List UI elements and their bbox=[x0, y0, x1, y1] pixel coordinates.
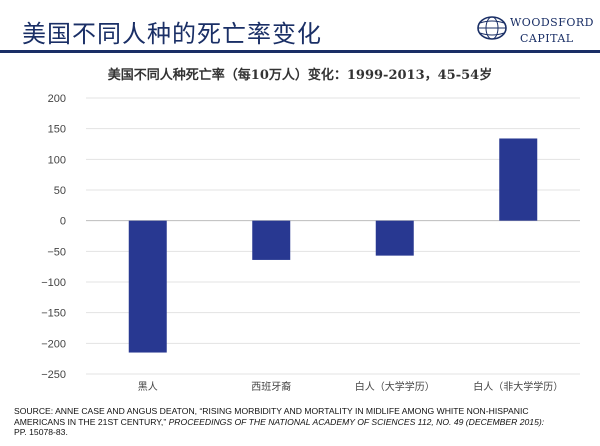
bar bbox=[375, 220, 414, 256]
chart-title: 美国不同人种死亡率（每10万人）变化：1999-2013，45-54岁 bbox=[108, 67, 492, 83]
y-tick-label: −150 bbox=[41, 308, 66, 320]
y-tick-label: 50 bbox=[54, 185, 66, 197]
source-line-1: SOURCE: ANNE CASE AND ANGUS DEATON, “RIS… bbox=[14, 406, 529, 416]
woodsford-logo: WOODSFORD CAPITAL bbox=[476, 12, 594, 48]
logo-subtitle: CAPITAL bbox=[520, 32, 574, 45]
source-line-2a: AMERICANS IN THE 21ST CENTURY,” bbox=[14, 416, 167, 427]
bar bbox=[128, 220, 167, 353]
mortality-bar-chart: 美国不同人种死亡率（每10万人）变化：1999-2013，45-54岁 200 1… bbox=[41, 67, 580, 393]
y-tick-label: −200 bbox=[41, 338, 66, 350]
x-category-label: 白人（大学学历） bbox=[355, 380, 435, 393]
slide-title: 美国不同人种的死亡率变化 bbox=[22, 20, 322, 48]
source-line-2b: PROCEEDINGS OF THE NATIONAL ACADEMY OF S… bbox=[166, 416, 545, 427]
y-tick-label: 200 bbox=[48, 93, 66, 105]
y-tick-label: 150 bbox=[48, 124, 66, 136]
y-tick-label: 100 bbox=[48, 154, 66, 166]
source-note: SOURCE: ANNE CASE AND ANGUS DEATON, “RIS… bbox=[14, 406, 594, 438]
title-divider bbox=[0, 50, 600, 53]
y-tick-label: 0 bbox=[60, 216, 66, 228]
x-category-label: 西班牙裔 bbox=[251, 380, 291, 393]
logo-name: WOODSFORD bbox=[510, 16, 594, 29]
bar bbox=[499, 138, 538, 221]
y-tick-label: −50 bbox=[47, 246, 66, 258]
x-category-label: 白人（非大学学历） bbox=[473, 380, 563, 393]
y-tick-label: −100 bbox=[41, 277, 66, 289]
y-tick-label: −250 bbox=[41, 369, 66, 381]
source-line-2: AMERICANS IN THE 21ST CENTURY,” PROCEEDI… bbox=[14, 417, 594, 428]
globe-logo-icon bbox=[477, 16, 507, 40]
bar bbox=[252, 220, 291, 260]
source-line-3: PP. 15078-83. bbox=[14, 427, 68, 437]
x-category-label: 黑人 bbox=[138, 381, 158, 393]
